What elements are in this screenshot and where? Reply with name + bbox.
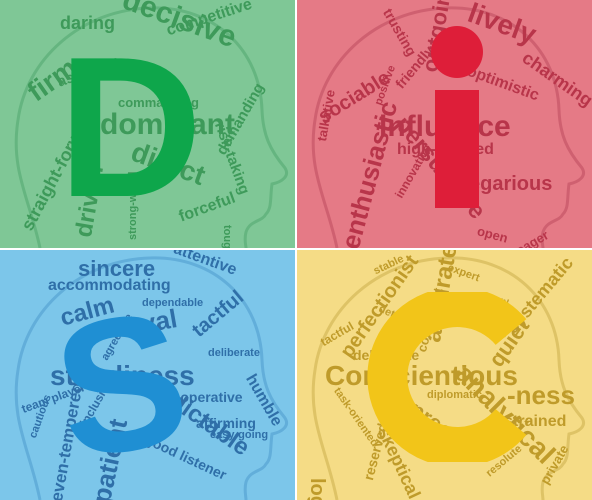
quadrant-s: sincere attentive accommodating dependab… [0,250,295,500]
word: Conscientious [325,360,518,391]
word: dependable [142,297,204,309]
word: diplomatic [427,389,483,401]
word: affirming [196,415,256,431]
word: daring [60,13,116,33]
disc-letter-d: D [58,16,203,239]
word: accommodating [48,277,171,294]
word: commanding [118,95,199,110]
disc-letter-c [367,292,527,462]
quadrant-d: daring decisive competitive firm asserti… [0,0,295,248]
quadrant-i: trusting outgoing lively sociable friend… [297,0,592,248]
word: sincere [78,256,156,281]
word: -ness [507,380,575,410]
word: cooperative [164,389,243,405]
word: steadiness [50,360,195,391]
quadrant-c: stable tactful perfectionist competent e… [297,250,592,500]
word: attentive [171,250,239,279]
word: dominant [100,108,235,141]
word: deliberate [208,347,260,359]
word: tough [221,225,233,248]
word: tactful [187,286,249,342]
disc-letter-i [431,26,483,208]
word: trusting [380,5,420,59]
word: easy-going [210,429,269,441]
word: eager [513,227,552,248]
word: open [475,223,510,246]
word: logical [306,478,328,500]
